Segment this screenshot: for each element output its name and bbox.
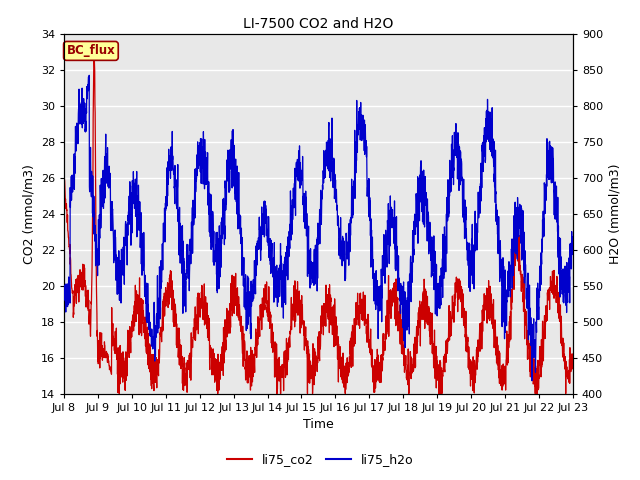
- Legend: li75_co2, li75_h2o: li75_co2, li75_h2o: [221, 448, 419, 471]
- Y-axis label: H2O (mmol/m3): H2O (mmol/m3): [609, 163, 621, 264]
- X-axis label: Time: Time: [303, 418, 334, 431]
- Y-axis label: CO2 (mmol/m3): CO2 (mmol/m3): [22, 164, 35, 264]
- Title: LI-7500 CO2 and H2O: LI-7500 CO2 and H2O: [243, 17, 394, 31]
- Text: BC_flux: BC_flux: [67, 44, 115, 58]
